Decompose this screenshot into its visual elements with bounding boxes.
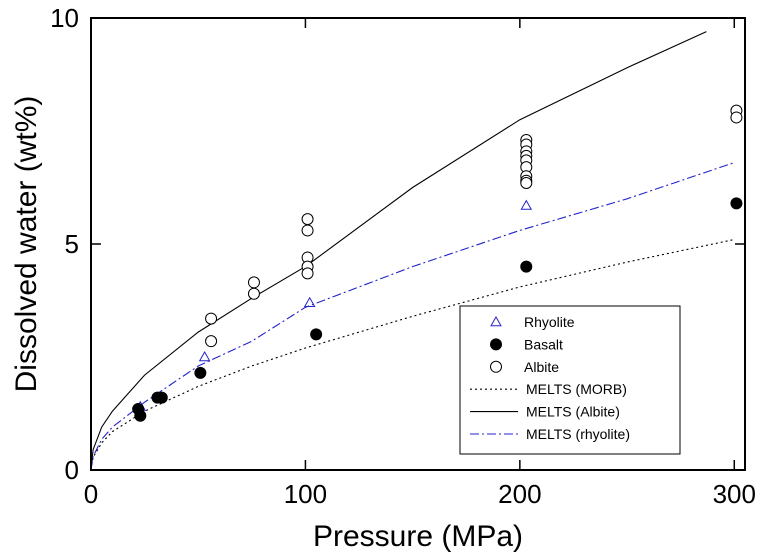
legend-label-melts-rhyolite: MELTS (rhyolite) [526, 426, 630, 442]
series-line-melts-rhyolite [90, 162, 735, 471]
axis-ticks [90, 17, 745, 471]
data-point-albite [301, 213, 314, 226]
y-axis-title: Dissolved water (wt%) [10, 96, 43, 393]
data-point-albite [520, 176, 533, 189]
x-axis-title: Pressure (MPa) [313, 520, 523, 553]
legend-label-melts-morb: MELTS (MORB) [526, 381, 627, 397]
legend: Rhyolite Basalt Albite MELTS (MORB) MELTS (A… [459, 305, 681, 455]
chart-marks [90, 31, 743, 471]
legend-marker-albite [490, 360, 502, 373]
legend-label-rhyolite: Rhyolite [524, 314, 575, 330]
data-point-rhyolite [303, 296, 316, 307]
legend-label-melts-albite: MELTS (Albite) [526, 404, 620, 420]
series-line-melts-albite [90, 31, 707, 471]
data-point-albite [301, 224, 314, 237]
legend-marker-rhyolite [490, 316, 502, 327]
x-tick-label: 200 [498, 479, 541, 509]
data-point-albite [247, 276, 260, 289]
x-tick-label: 300 [713, 479, 756, 509]
y-tick-label: 0 [65, 455, 79, 485]
data-point-albite [205, 312, 218, 325]
legend-marker-basalt [490, 338, 502, 351]
data-point-rhyolite [520, 199, 533, 210]
data-point-albite [301, 267, 314, 280]
data-point-basalt [155, 391, 168, 404]
series-line-melts-morb [90, 238, 735, 471]
x-tick-label: 100 [284, 479, 327, 509]
data-point-albite [247, 287, 260, 300]
data-point-basalt [134, 409, 147, 422]
data-point-albite [205, 335, 218, 348]
y-tick-label: 5 [65, 229, 79, 259]
legend-box [459, 305, 681, 455]
y-tick-label: 10 [50, 3, 79, 33]
data-point-basalt [310, 328, 323, 341]
x-tick-label: 0 [84, 479, 98, 509]
legend-label-albite: Albite [524, 359, 559, 375]
data-point-albite [730, 111, 743, 124]
tick-labels: 0 100 200 300 0 5 10 [50, 3, 756, 509]
data-point-basalt [194, 366, 207, 379]
data-point-basalt [520, 260, 533, 273]
legend-label-basalt: Basalt [524, 336, 563, 352]
data-point-basalt [730, 197, 743, 210]
data-point-rhyolite [198, 351, 211, 362]
